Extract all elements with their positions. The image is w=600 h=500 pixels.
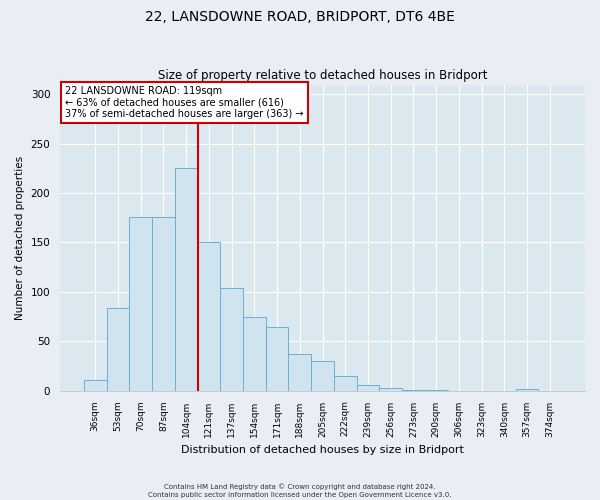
Bar <box>311 361 334 390</box>
Bar <box>379 388 402 390</box>
Bar <box>130 217 152 390</box>
Bar <box>356 384 379 390</box>
Text: 22 LANSDOWNE ROAD: 119sqm
← 63% of detached houses are smaller (616)
37% of semi: 22 LANSDOWNE ROAD: 119sqm ← 63% of detac… <box>65 86 304 120</box>
Bar <box>266 328 289 390</box>
X-axis label: Distribution of detached houses by size in Bridport: Distribution of detached houses by size … <box>181 445 464 455</box>
Bar <box>84 380 107 390</box>
Bar <box>107 308 130 390</box>
Bar <box>175 168 197 390</box>
Bar <box>152 217 175 390</box>
Bar <box>515 388 538 390</box>
Y-axis label: Number of detached properties: Number of detached properties <box>15 156 25 320</box>
Bar <box>220 288 243 390</box>
Title: Size of property relative to detached houses in Bridport: Size of property relative to detached ho… <box>158 69 487 82</box>
Text: Contains HM Land Registry data © Crown copyright and database right 2024.
Contai: Contains HM Land Registry data © Crown c… <box>148 484 452 498</box>
Bar <box>334 376 356 390</box>
Bar <box>197 242 220 390</box>
Bar <box>243 316 266 390</box>
Text: 22, LANSDOWNE ROAD, BRIDPORT, DT6 4BE: 22, LANSDOWNE ROAD, BRIDPORT, DT6 4BE <box>145 10 455 24</box>
Bar <box>289 354 311 391</box>
